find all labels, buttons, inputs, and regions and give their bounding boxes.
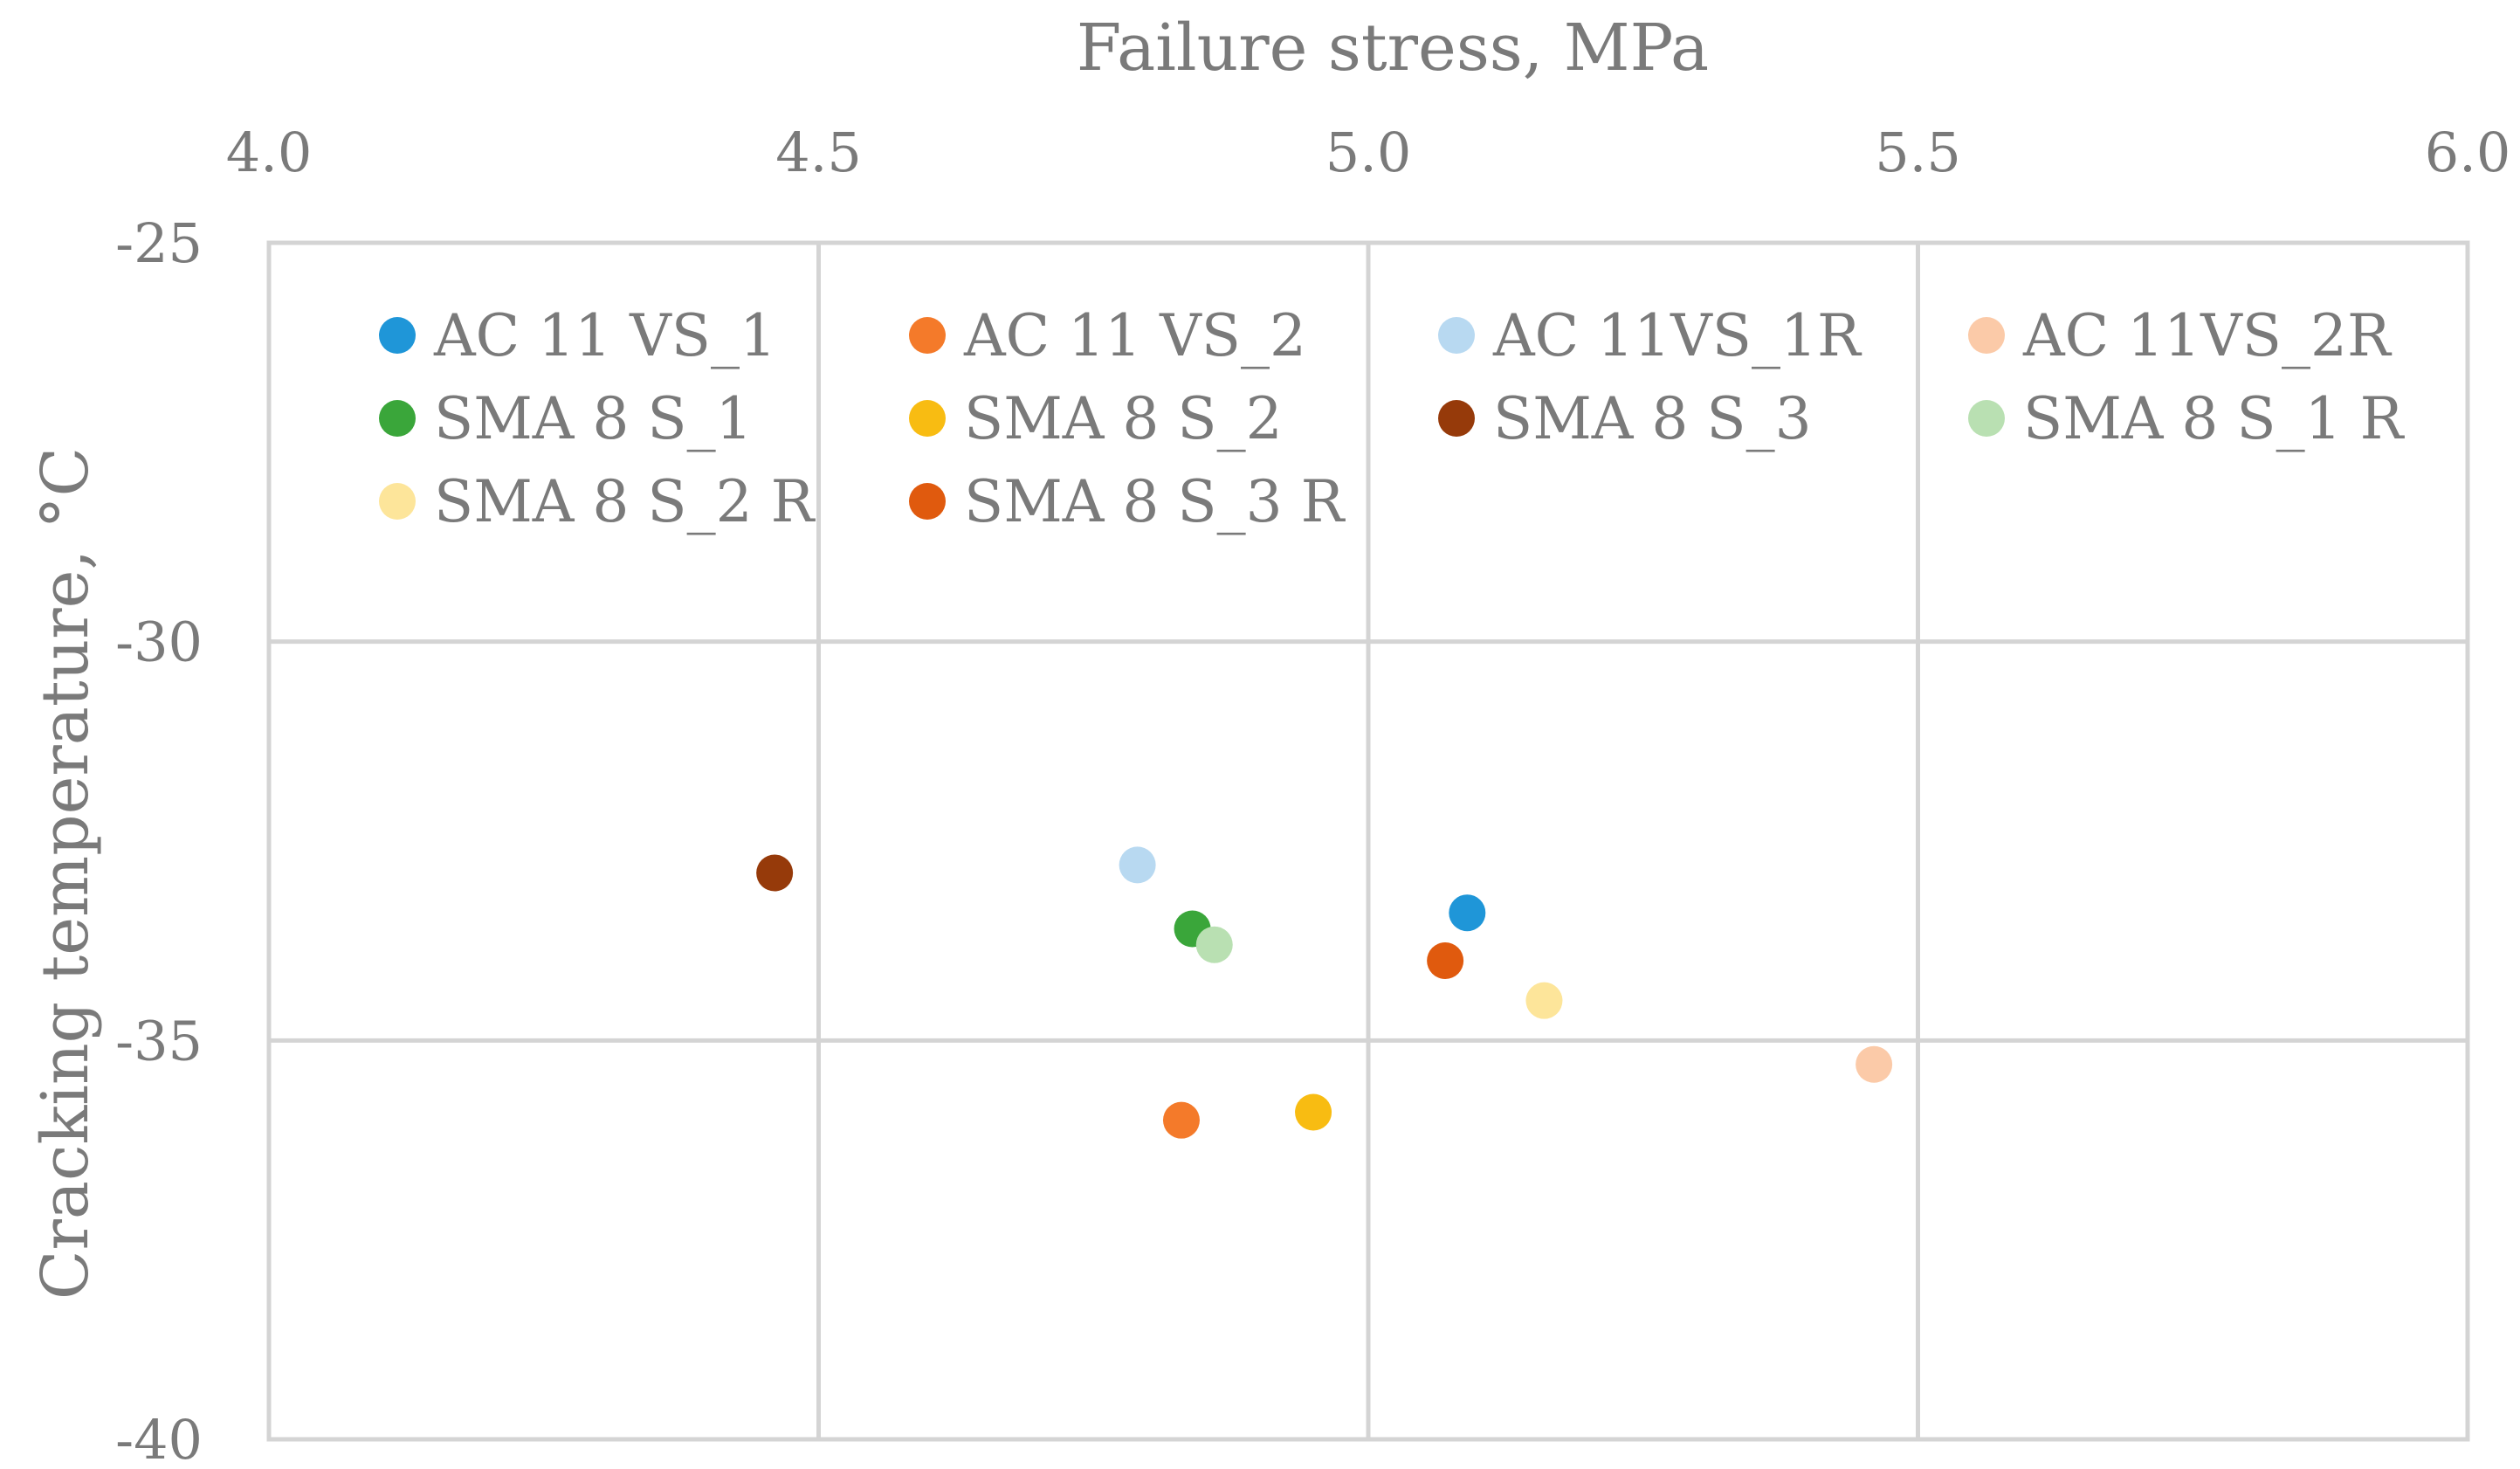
legend-marker xyxy=(1968,317,2005,354)
legend: AC 11 VS_1 AC 11 VS_2 AC 11VS_1R AC 11VS_2R… xyxy=(379,302,2406,535)
data-point xyxy=(1119,846,1156,884)
legend-item: AC 11VS_2R xyxy=(1968,302,2393,369)
legend-label: SMA 8 S_1 xyxy=(434,385,753,452)
legend-marker xyxy=(379,483,416,520)
x-tick-label: 6.0 xyxy=(2425,121,2511,184)
legend-label: SMA 8 S_3 xyxy=(1493,385,1812,452)
legend-item: AC 11VS_1R xyxy=(1438,302,1862,369)
legend-marker xyxy=(1968,400,2005,437)
legend-label: AC 11 VS_2 xyxy=(963,302,1306,369)
legend-item: SMA 8 S_1 xyxy=(379,385,753,452)
x-axis-ticks: 4.0 4.5 5.0 5.5 6.0 xyxy=(226,121,2511,184)
legend-item: AC 11 VS_1 xyxy=(379,302,776,369)
legend-marker xyxy=(379,400,416,437)
legend-item: SMA 8 S_2 xyxy=(909,385,1283,452)
data-point xyxy=(1525,982,1563,1019)
plot-area-border xyxy=(266,240,2470,1442)
legend-label: SMA 8 S_1 R xyxy=(2023,385,2406,452)
legend-item: SMA 8 S_3 xyxy=(1438,385,1812,452)
legend-item: SMA 8 S_3 R xyxy=(909,468,1346,535)
legend-item: SMA 8 S_2 R xyxy=(379,468,816,535)
data-point xyxy=(1856,1045,1893,1083)
y-axis-title: Cracking temperature, °C xyxy=(28,447,103,1300)
legend-marker xyxy=(909,400,946,437)
legend-marker xyxy=(909,483,946,520)
legend-marker xyxy=(909,317,946,354)
legend-label: SMA 8 S_2 xyxy=(964,385,1283,452)
legend-marker xyxy=(1438,317,1475,354)
y-tick-label: -30 xyxy=(115,610,203,674)
data-point xyxy=(1449,894,1486,932)
legend-item: SMA 8 S_1 R xyxy=(1968,385,2406,452)
legend-marker xyxy=(1438,400,1475,437)
legend-label: AC 11VS_1R xyxy=(1492,302,1862,369)
data-point xyxy=(756,854,794,892)
legend-item: AC 11 VS_2 xyxy=(909,302,1306,369)
data-point xyxy=(1427,942,1464,979)
y-tick-label: -40 xyxy=(115,1408,203,1469)
x-tick-label: 4.5 xyxy=(775,121,862,184)
data-point xyxy=(1295,1093,1332,1131)
data-point xyxy=(1195,926,1233,963)
data-points xyxy=(756,846,1893,1139)
x-tick-label: 5.0 xyxy=(1325,121,1412,184)
x-tick-label: 4.0 xyxy=(226,121,313,184)
data-point xyxy=(1162,1101,1200,1139)
y-axis-ticks: -25 -30 -35 -40 xyxy=(115,211,203,1469)
legend-marker xyxy=(379,317,416,354)
x-tick-label: 5.5 xyxy=(1875,121,1961,184)
y-tick-label: -25 xyxy=(115,211,203,275)
legend-label: AC 11 VS_1 xyxy=(433,302,776,369)
y-tick-label: -35 xyxy=(115,1009,203,1072)
legend-label: AC 11VS_2R xyxy=(2022,302,2393,369)
legend-label: SMA 8 S_3 R xyxy=(964,468,1346,535)
legend-label: SMA 8 S_2 R xyxy=(434,468,816,535)
x-axis-title: Failure stress, MPa xyxy=(1077,10,1709,86)
